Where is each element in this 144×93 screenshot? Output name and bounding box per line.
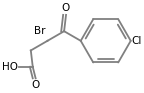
Text: Br: Br [34,26,46,36]
Text: HO: HO [2,62,18,72]
Text: Cl: Cl [132,36,142,46]
Text: O: O [31,80,39,90]
Text: O: O [61,3,70,13]
